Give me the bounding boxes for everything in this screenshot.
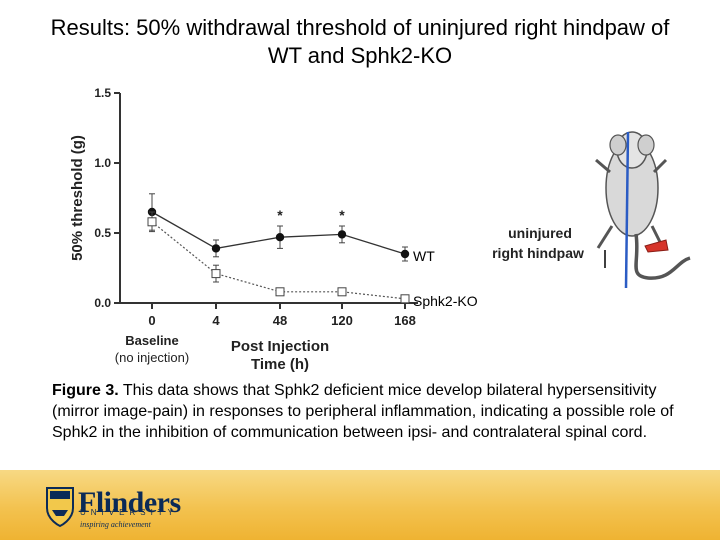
logo-name: Flinders (78, 486, 181, 519)
baseline-sublabel: (no injection) (115, 350, 189, 365)
footer-bar: Flinders UNIVERSITY inspiring achievemen… (0, 470, 720, 540)
mouse-ear-right (637, 134, 655, 156)
y-tick-label: 0.0 (94, 296, 111, 310)
series-label: WT (413, 248, 435, 264)
logo-sub: UNIVERSITY (80, 508, 179, 517)
y-tick-label: 0.5 (94, 226, 111, 240)
series-label: Sphk2-KO (413, 293, 478, 309)
x-axis-label: Post Injection (231, 338, 329, 355)
data-point-WT (275, 233, 285, 242)
mouse-front-leg-right (652, 158, 668, 174)
significance-marker: * (277, 207, 283, 223)
mouse-ear-left (609, 134, 627, 156)
data-point-WT (400, 249, 410, 259)
data-point-Sphk2-KO (275, 287, 285, 297)
midline (624, 131, 630, 289)
data-point-WT (211, 244, 221, 253)
caption-label: Figure 3. (52, 382, 119, 399)
x-tick-label: 120 (331, 313, 353, 328)
chart-axes: 0.0 0.5 1.0 1.5 0 4 48 120 168 (94, 86, 418, 328)
data-point-Sphk2-KO (400, 294, 410, 304)
chart: 0.0 0.5 1.0 1.5 0 4 48 120 168 WT Sphk2-KO * * 50% … (69, 86, 691, 373)
data-point-Sphk2-KO (211, 269, 221, 279)
university-crest-icon (46, 487, 74, 528)
slide-title: Results: 50% withdrawal threshold of uni… (50, 15, 670, 68)
significance-marker: * (339, 207, 345, 223)
mouse-hind-leg-left (596, 225, 614, 249)
data-point-Sphk2-KO (147, 217, 157, 227)
x-tick-label: 168 (394, 313, 416, 328)
x-tick-label: 48 (273, 313, 287, 328)
baseline-label: Baseline (125, 333, 178, 348)
chart-series: WT Sphk2-KO * * (147, 193, 478, 309)
mouse-illustration: uninjured right hindpaw (492, 131, 691, 289)
figure-caption: Figure 3. This data shows that Sphk2 def… (52, 380, 692, 443)
illustration-label-2: right hindpaw (492, 245, 584, 261)
y-tick-label: 1.5 (94, 86, 111, 100)
logo-tagline: inspiring achievement (80, 520, 151, 529)
x-tick-label: 0 (148, 313, 155, 328)
right-hindpaw (644, 239, 669, 253)
x-axis-label: Time (h) (251, 356, 309, 373)
y-axis-label: 50% threshold (g) (69, 135, 86, 261)
x-tick-label: 4 (212, 313, 220, 328)
caption-text: This data shows that Sphk2 deficient mic… (52, 382, 674, 441)
mouse-tail (634, 233, 691, 280)
illustration-label-1: uninjured (508, 225, 572, 241)
data-point-WT (337, 230, 347, 239)
y-tick-label: 1.0 (94, 156, 111, 170)
chart-labels: 50% threshold (g) Baseline (no injection) P… (69, 135, 329, 373)
data-point-Sphk2-KO (337, 287, 347, 297)
mouse-front-leg-left (595, 158, 611, 174)
